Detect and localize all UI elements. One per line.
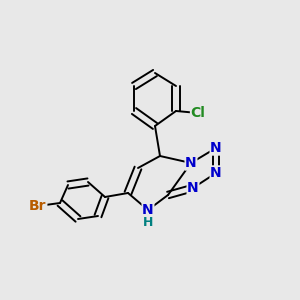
Text: N: N [210,166,222,180]
Text: Br: Br [29,199,47,213]
Text: H: H [143,217,153,230]
Text: N: N [210,141,222,155]
Text: Cl: Cl [190,106,206,120]
Text: N: N [142,203,154,217]
Text: N: N [187,181,199,195]
Text: N: N [185,156,197,170]
